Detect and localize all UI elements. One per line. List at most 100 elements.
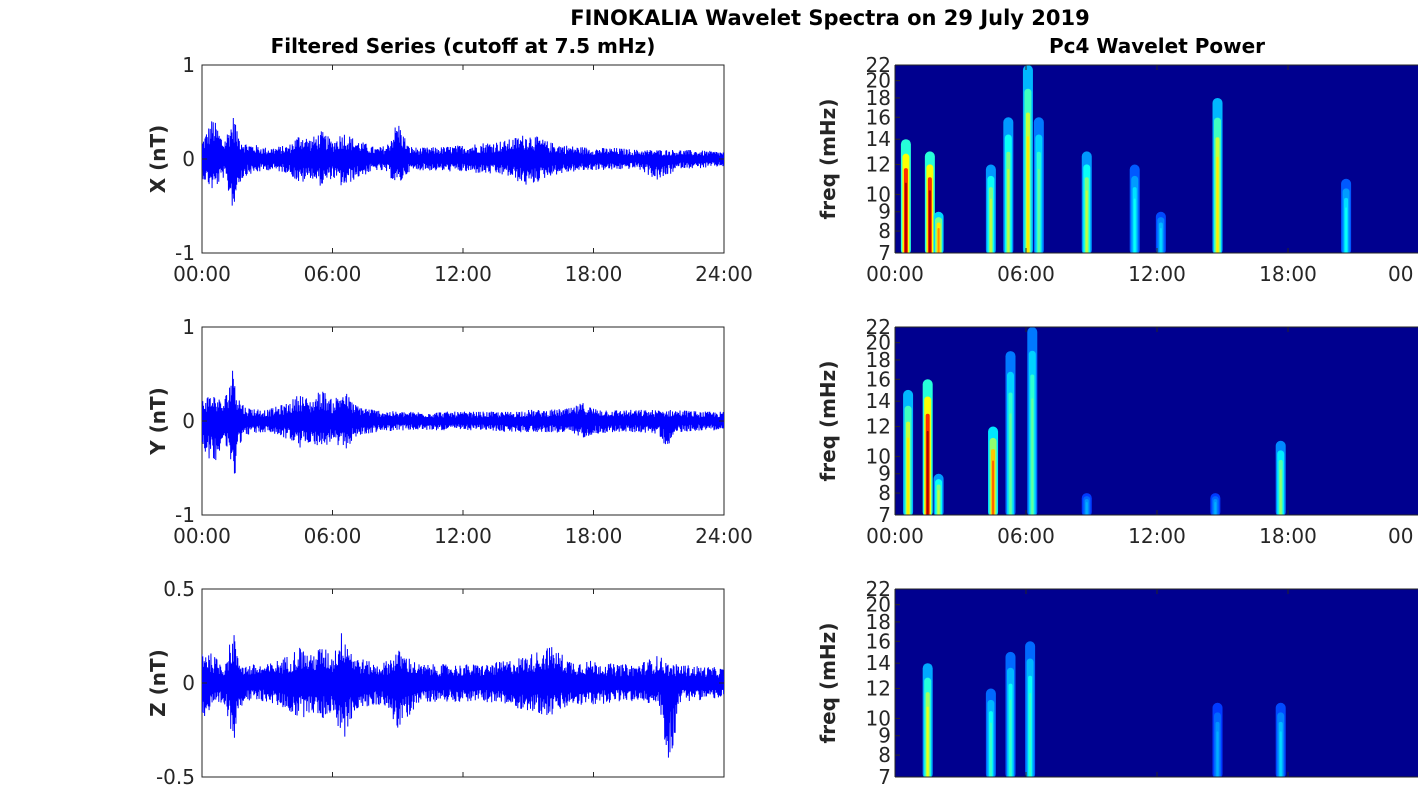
y-axis-label: Y (nT): [146, 387, 170, 456]
y-tick-label: 8: [878, 743, 891, 767]
signal-trace: [202, 118, 724, 206]
x-tick-label: 00: [1388, 262, 1413, 286]
y-tick-label: 14: [866, 127, 891, 151]
power-blob: [1009, 413, 1012, 515]
y-axis-label: Z (nT): [146, 649, 170, 717]
series-panel-y: 00:00 06:00 12:00 18:00 24:00 1 0 -1 Y (nT): [146, 315, 753, 548]
y-axis-label: freq (mHz): [816, 361, 840, 482]
power-blob: [1037, 168, 1040, 253]
x-tick-label: 06:00: [304, 524, 362, 548]
x-tick-label: 24:00: [695, 524, 753, 548]
y-tick-label: 20: [866, 593, 891, 617]
x-tick-label: 00:00: [866, 262, 924, 286]
y-tick-label: 0: [182, 147, 195, 171]
y-tick-label: 18: [866, 610, 891, 634]
x-tick-label: 12:00: [1128, 524, 1186, 548]
series-panel-z: 0.5 0 -0.5 Z (nT): [146, 577, 725, 788]
y-tick-label: 1: [182, 53, 195, 77]
y-tick-label: 12: [866, 415, 891, 439]
power-blob: [1133, 198, 1136, 253]
power-blob: [1279, 731, 1282, 777]
y-tick-label: 0: [182, 409, 195, 433]
y-tick-label: -1: [175, 241, 195, 265]
power-blob: [928, 190, 931, 253]
signal-trace: [202, 370, 724, 474]
y-tick-label: 9: [878, 200, 891, 224]
y-tick-label: 9: [878, 462, 891, 486]
power-blob: [1085, 190, 1088, 253]
x-tick-label: 06:00: [997, 262, 1055, 286]
y-axis-label: freq (mHz): [816, 623, 840, 744]
y-tick-label: 14: [866, 389, 891, 413]
y-tick-label: 18: [866, 86, 891, 110]
power-blob: [1007, 168, 1010, 253]
y-tick-label: 1: [182, 315, 195, 339]
x-tick-label: 00:00: [866, 524, 924, 548]
x-tick-label: 18:00: [1259, 524, 1317, 548]
y-axis-label: X (nT): [146, 125, 170, 194]
y-tick-label: 10: [866, 444, 891, 468]
y-tick-label: 14: [866, 651, 891, 675]
power-blob: [992, 460, 995, 515]
signal-trace: [202, 633, 724, 758]
power-blob: [1345, 207, 1348, 253]
power-blob: [1026, 136, 1029, 253]
power-blob: [989, 722, 992, 777]
y-axis-label: freq (mHz): [816, 99, 840, 220]
figure-title: FINOKALIA Wavelet Spectra on 29 July 201…: [570, 6, 1090, 30]
heatmap-background: [895, 589, 1418, 777]
power-blob: [907, 437, 910, 515]
power-blob: [904, 182, 907, 253]
power-blob: [1216, 156, 1219, 253]
x-tick-label: 06:00: [304, 262, 362, 286]
x-tick-label: 18:00: [1259, 262, 1317, 286]
power-blob: [937, 489, 940, 515]
left-column-title: Filtered Series (cutoff at 7.5 mHz): [271, 34, 656, 58]
x-tick-label: 18:00: [565, 524, 623, 548]
y-tick-label: 16: [866, 629, 891, 653]
x-tick-label: 12:00: [434, 262, 492, 286]
y-tick-label: 20: [866, 331, 891, 355]
power-blob: [937, 227, 940, 253]
y-tick-label: 22: [866, 53, 891, 77]
y-tick-label: 12: [866, 153, 891, 177]
x-tick-label: 00:00: [173, 262, 231, 286]
y-tick-label: 8: [878, 481, 891, 505]
y-tick-label: 16: [866, 367, 891, 391]
y-tick-label: -0.5: [156, 765, 195, 788]
right-column-title: Pc4 Wavelet Power: [1049, 34, 1265, 58]
x-tick-label: 00: [1388, 524, 1413, 548]
power-blob: [1159, 227, 1162, 253]
x-tick-label: 24:00: [695, 262, 753, 286]
y-tick-label: 0: [182, 671, 195, 695]
y-tick-label: 12: [866, 677, 891, 701]
y-tick-label: 16: [866, 105, 891, 129]
power-blob: [926, 430, 929, 515]
power-blob: [1085, 502, 1088, 515]
power-blob: [1029, 692, 1032, 777]
y-tick-label: -1: [175, 503, 195, 527]
power-blob: [1216, 731, 1219, 777]
power-blob: [989, 198, 992, 253]
power-blob: [926, 706, 929, 777]
y-tick-label: 10: [866, 182, 891, 206]
heatmap-background: [895, 327, 1418, 515]
x-tick-label: 18:00: [565, 262, 623, 286]
power-blob: [1031, 398, 1034, 515]
y-tick-label: 22: [866, 315, 891, 339]
y-tick-label: 10: [866, 706, 891, 730]
y-tick-label: 18: [866, 348, 891, 372]
x-tick-label: 00:00: [173, 524, 231, 548]
series-panel-x: 00:00 06:00 12:00 18:00 24:00 1 0 -1 X (nT): [146, 53, 753, 286]
y-tick-label: 7: [878, 503, 891, 527]
power-blob: [1214, 502, 1217, 515]
y-tick-label: 7: [878, 765, 891, 788]
x-tick-label: 12:00: [1128, 262, 1186, 286]
y-tick-label: 8: [878, 219, 891, 243]
x-tick-label: 06:00: [997, 524, 1055, 548]
